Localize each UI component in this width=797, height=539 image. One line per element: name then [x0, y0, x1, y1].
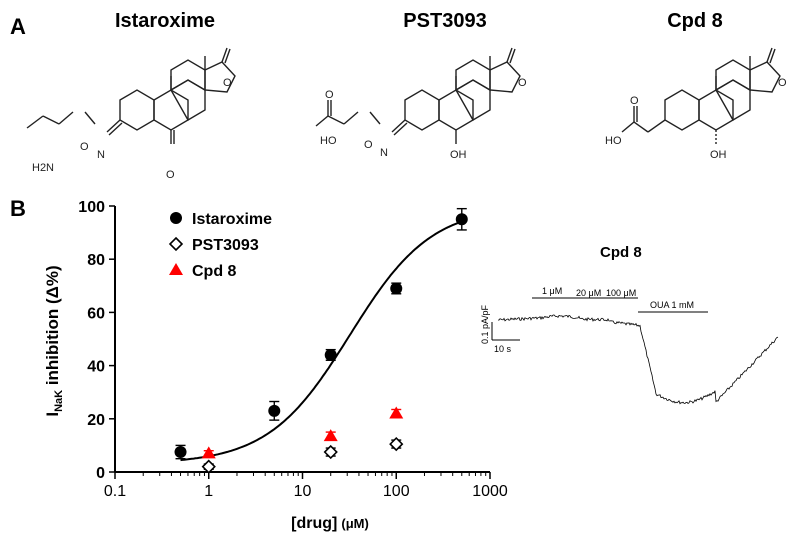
y-tick-label: 80 [87, 252, 105, 269]
y-tick-label: 60 [87, 305, 105, 322]
atom-o-ketone-d: O [223, 77, 232, 89]
x-tick-label: 10 [294, 483, 312, 500]
atom-o-link: O [80, 141, 89, 153]
data-point-cpd-8 [389, 406, 404, 419]
data-point-pst3093 [323, 444, 338, 460]
trace-current-line [497, 314, 779, 405]
trace-label-20um: 20 μM [576, 288, 601, 298]
data-point-cpd-8 [201, 446, 216, 459]
legend-label: Cpd 8 [192, 263, 237, 280]
atom-o-ketone-d: O [778, 77, 787, 89]
fit-curve-istaroxime [180, 221, 461, 462]
y-axis-label: INaK inhibition (Δ%) [43, 265, 65, 416]
current-trace: 1 μM 20 μM 100 μM OUA 1 mM 0.1 pA/pF 10 … [480, 286, 779, 405]
structure-istaroxime: N O H2N O O [26, 47, 236, 180]
data-point-istaroxime [324, 348, 337, 361]
atom-ho: HO [320, 135, 337, 147]
compound-name-cpd8: Cpd 8 [667, 10, 723, 32]
panel-label-b: B [10, 196, 26, 221]
legend-marker-istaroxime [170, 212, 182, 224]
atom-o-link: O [364, 139, 373, 151]
compound-name-istaroxime: Istaroxime [114, 10, 216, 32]
data-point-istaroxime [390, 282, 403, 295]
x-axis-label: [drug] (μM) [291, 515, 369, 532]
dose-response-chart: 0 20 40 60 80 100 0.1 1 10 100 1000 Istaroxime PST3… [43, 199, 508, 532]
y-tick-label: 100 [78, 199, 105, 216]
atom-oh: OH [710, 149, 727, 161]
atom-o-ketone-b: O [166, 169, 175, 180]
atom-oh: OH [450, 149, 467, 161]
trace-label-1um: 1 μM [542, 286, 562, 296]
trace-label-100um: 100 μM [606, 288, 636, 298]
x-tick-label: 0.1 [104, 483, 126, 500]
trace-title: Cpd 8 [600, 244, 642, 261]
atom-o-ketone-d: O [518, 77, 527, 89]
compound-name-pst3093: PST3093 [403, 10, 487, 32]
atom-o-carbonyl: O [630, 95, 639, 107]
atom-amine: H2N [32, 162, 54, 174]
scale-bar-x-label: 10 s [494, 344, 512, 354]
data-point-cpd-8 [323, 429, 338, 442]
atom-o-carbonyl: O [325, 89, 334, 101]
atom-n-oxime: N [380, 147, 388, 159]
structure-cpd8: HO O OH O [605, 47, 787, 161]
atom-ho: HO [605, 135, 622, 147]
y-tick-label: 20 [87, 412, 105, 429]
structure-pst3093: N O HO O OH O [315, 47, 527, 161]
x-tick-label: 1000 [472, 483, 508, 500]
legend-label: Istaroxime [192, 211, 272, 228]
data-point-istaroxime [174, 446, 187, 459]
x-tick-label: 100 [383, 483, 410, 500]
panel-label-a: A [10, 14, 26, 39]
data-point-pst3093 [389, 436, 404, 452]
x-tick-label: 1 [204, 483, 213, 500]
atom-n-oxime: N [97, 149, 105, 161]
legend-label: PST3093 [192, 237, 259, 254]
legend-marker-cpd-8 [169, 263, 183, 275]
y-tick-label: 40 [87, 359, 105, 376]
trace-label-oua: OUA 1 mM [650, 300, 694, 310]
data-point-pst3093 [201, 459, 216, 474]
y-tick-label: 0 [96, 465, 105, 482]
scale-bar-y-label: 0.1 pA/pF [480, 304, 490, 344]
data-point-istaroxime [268, 404, 281, 417]
legend-marker-pst3093 [168, 236, 184, 252]
data-point-istaroxime [455, 213, 468, 226]
